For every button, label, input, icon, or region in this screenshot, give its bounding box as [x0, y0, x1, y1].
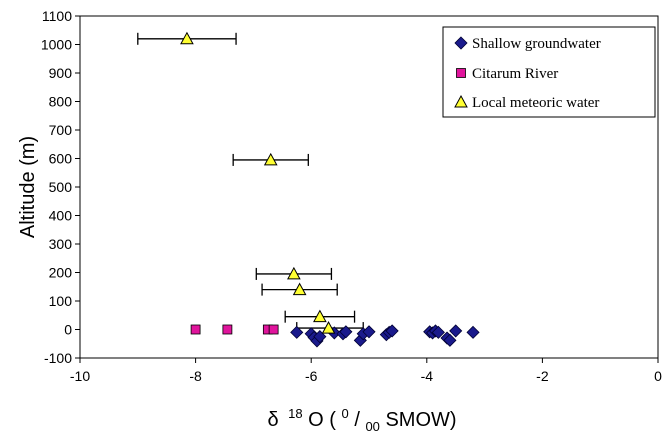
legend-triangle-icon [454, 94, 468, 108]
x-axis-title-sub: 00 [365, 419, 379, 434]
x-axis-title-rest: SMOW) [385, 409, 456, 431]
x-axis-title-element: O ( [308, 409, 336, 431]
y-tick-label: 1100 [42, 8, 72, 24]
y-tick-label: -100 [44, 350, 72, 366]
x-tick-label: -10 [70, 368, 90, 384]
x-axis-title-zero: 0 [342, 406, 349, 421]
meteoric-point [313, 309, 327, 323]
meteoric-point [180, 31, 194, 45]
legend-box [442, 26, 656, 118]
y-tick-label: 300 [49, 236, 73, 252]
legend-label-shallow-groundwater: Shallow groundwater [472, 36, 601, 52]
x-axis-title-mass: 18 [288, 406, 302, 421]
groundwater-point [449, 324, 463, 338]
legend: Shallow groundwater Citarum River Local … [442, 26, 656, 118]
y-tick-label: 900 [49, 65, 73, 81]
groundwater-point [443, 333, 457, 347]
legend-markers [454, 36, 468, 108]
x-tick-label: -4 [421, 368, 434, 384]
y-tick-label: 600 [49, 151, 73, 167]
groundwater-point [313, 330, 327, 344]
meteoric-point [321, 321, 336, 334]
axis-ticks: -100010020030040050060070080090010001100… [41, 8, 662, 384]
y-tick-label: 0 [64, 322, 72, 338]
groundwater-point [466, 325, 480, 339]
groundwater-point [290, 325, 304, 339]
groundwater-point [431, 325, 445, 339]
legend-diamond-icon [454, 36, 468, 50]
river-point [222, 324, 233, 335]
x-tick-label: -6 [305, 368, 318, 384]
x-axis-title-delta: δ [267, 409, 278, 431]
y-tick-label: 500 [49, 179, 73, 195]
meteoric-point [263, 152, 278, 166]
river-point [268, 324, 279, 335]
legend-square-icon [456, 68, 466, 78]
y-tick-label: 800 [49, 94, 73, 110]
groundwater-point [362, 325, 376, 339]
y-tick-label: 400 [49, 208, 73, 224]
legend-label-citarum-river: Citarum River [472, 66, 558, 82]
y-axis-title: Altitude (m) [17, 136, 39, 238]
y-tick-label: 1000 [41, 37, 72, 53]
x-tick-label: 0 [654, 368, 662, 384]
groundwater-point [385, 324, 399, 338]
y-tick-label: 100 [49, 293, 73, 309]
x-tick-label: -2 [536, 368, 549, 384]
y-tick-label: 200 [49, 265, 73, 281]
meteoric-point [287, 266, 301, 280]
x-axis-title-slash: / [354, 409, 360, 431]
meteoric-point [292, 282, 307, 296]
x-axis-title: δ 18 O ( 0 / 00 SMOW) [267, 401, 456, 436]
x-tick-label: -8 [189, 368, 202, 384]
river-point [190, 324, 201, 335]
data-marks [137, 31, 480, 348]
legend-label-local-meteoric-water: Local meteoric water [472, 95, 599, 111]
y-tick-label: 700 [49, 122, 73, 138]
groundwater-point [339, 325, 353, 339]
